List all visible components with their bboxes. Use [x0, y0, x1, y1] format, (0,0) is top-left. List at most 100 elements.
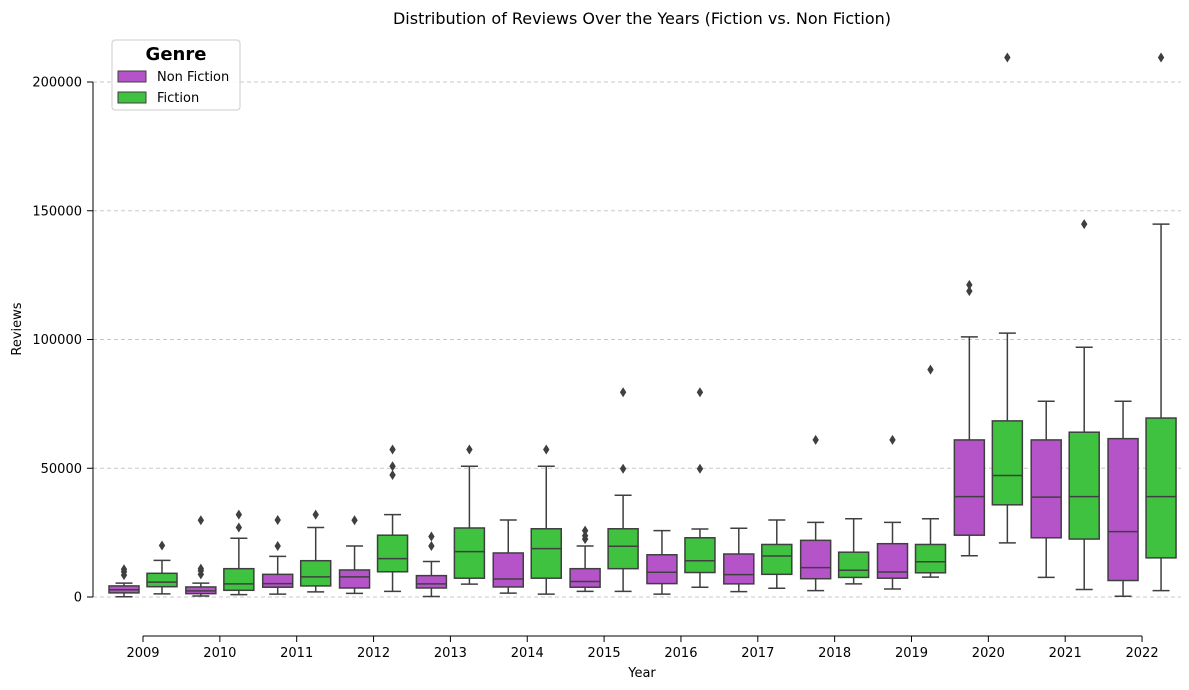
outlier-point — [619, 463, 627, 474]
outlier-point — [197, 563, 205, 574]
box-fiction-2009 — [146, 540, 178, 595]
legend-swatch-fiction — [117, 91, 147, 104]
outlier-point — [428, 541, 435, 552]
x-tick-label-2018: 2018 — [818, 646, 851, 661]
outlier-point — [966, 279, 973, 290]
box-non-fiction-2021 — [1030, 400, 1062, 579]
box-body — [223, 567, 255, 592]
y-tick-label-0: 0 — [74, 591, 82, 606]
legend-swatch-non-fiction — [117, 70, 147, 83]
x-tick-label-2012: 2012 — [357, 646, 390, 661]
box-non-fiction-2019 — [876, 434, 909, 590]
box-body — [761, 543, 793, 576]
box-fiction-2010 — [223, 509, 255, 596]
box-non-fiction-2012 — [338, 515, 371, 595]
box-non-fiction-2022 — [1107, 400, 1139, 597]
box-body — [492, 552, 524, 588]
box-body — [299, 559, 332, 587]
outlier-point — [1004, 52, 1011, 63]
box-body — [1068, 431, 1100, 540]
x-axis-title: Year — [627, 666, 656, 681]
outlier-point — [389, 444, 396, 455]
outlier-point — [120, 564, 128, 575]
x-tick-label-2014: 2014 — [511, 646, 544, 661]
x-tick-label-2010: 2010 — [203, 646, 236, 661]
box-fiction-2015 — [607, 387, 639, 593]
box-body — [914, 543, 947, 574]
box-body — [1107, 437, 1139, 582]
outlier-point — [312, 509, 319, 520]
outlier-point — [158, 540, 166, 551]
box-non-fiction-2016 — [646, 529, 678, 595]
y-tick-label-50000: 50000 — [41, 462, 82, 477]
box-body — [953, 439, 986, 536]
box-body — [684, 537, 716, 574]
box-non-fiction-2018 — [799, 434, 832, 592]
box-body — [723, 553, 755, 585]
box-non-fiction-2010 — [185, 515, 217, 597]
box-fiction-2017 — [761, 519, 793, 589]
outlier-point — [235, 522, 243, 533]
box-body — [607, 528, 639, 570]
y-ticks: 0 50000 100000 150000 200000 — [32, 76, 93, 606]
outlier-point — [351, 515, 358, 526]
box-body — [569, 567, 601, 588]
outlier-point — [619, 387, 627, 398]
outlier-point — [389, 461, 396, 472]
outlier-point — [1157, 52, 1165, 63]
box-body — [530, 528, 562, 579]
box-fiction-2016 — [684, 387, 716, 588]
box-fiction-2021 — [1068, 219, 1100, 591]
legend-label-non-fiction: Non Fiction — [157, 70, 229, 85]
outlier-point — [581, 525, 589, 536]
box-body — [1030, 439, 1062, 539]
y-axis-title: Reviews — [10, 302, 25, 355]
legend: Genre Non Fiction Fiction — [111, 39, 241, 111]
x-tick-label-2009: 2009 — [126, 646, 159, 661]
outlier-point — [466, 444, 473, 455]
box-body — [1145, 417, 1177, 559]
box-non-fiction-2011 — [261, 515, 294, 595]
box-body — [837, 551, 870, 579]
outlier-point — [274, 515, 281, 526]
box-non-fiction-2014 — [492, 519, 524, 594]
outlier-point — [696, 387, 704, 398]
x-ticks: 2009 2010 2011 2012 2013 2014 2015 2016 2017 2018… — [126, 636, 1159, 661]
x-tick-label-2019: 2019 — [895, 646, 928, 661]
outlier-point — [274, 541, 281, 552]
box-fiction-2011 — [299, 509, 332, 593]
x-tick-label-2016: 2016 — [664, 646, 697, 661]
box-fiction-2014 — [530, 444, 562, 595]
y-gridlines — [93, 81, 1181, 598]
box-non-fiction-2013 — [415, 531, 448, 598]
box-body — [146, 572, 178, 588]
box-non-fiction-2015 — [569, 525, 601, 593]
legend-title: Genre — [146, 44, 207, 65]
outlier-point — [696, 463, 704, 474]
box-fiction-2013 — [453, 444, 486, 585]
box-body — [376, 534, 409, 573]
outlier-point — [389, 469, 396, 480]
x-tick-label-2013: 2013 — [434, 646, 467, 661]
x-tick-label-2011: 2011 — [280, 646, 313, 661]
box-body — [453, 527, 486, 579]
outlier-point — [812, 434, 819, 445]
box-non-fiction-2020 — [953, 279, 986, 557]
y-tick-label-100000: 100000 — [32, 333, 82, 348]
box-fiction-2022 — [1145, 52, 1177, 592]
outlier-point — [235, 509, 243, 520]
x-tick-label-2020: 2020 — [972, 646, 1005, 661]
x-tick-label-2022: 2022 — [1126, 646, 1159, 661]
outlier-point — [428, 531, 435, 542]
box-body — [799, 539, 832, 580]
outlier-point — [927, 364, 934, 375]
box-non-fiction-2017 — [723, 527, 755, 593]
outlier-point — [197, 515, 205, 526]
box-fiction-2012 — [376, 444, 409, 593]
y-tick-label-150000: 150000 — [32, 204, 82, 219]
outlier-point — [1081, 219, 1088, 230]
box-non-fiction-2009 — [108, 564, 140, 598]
box-fiction-2018 — [837, 517, 870, 585]
box-body — [876, 542, 909, 579]
